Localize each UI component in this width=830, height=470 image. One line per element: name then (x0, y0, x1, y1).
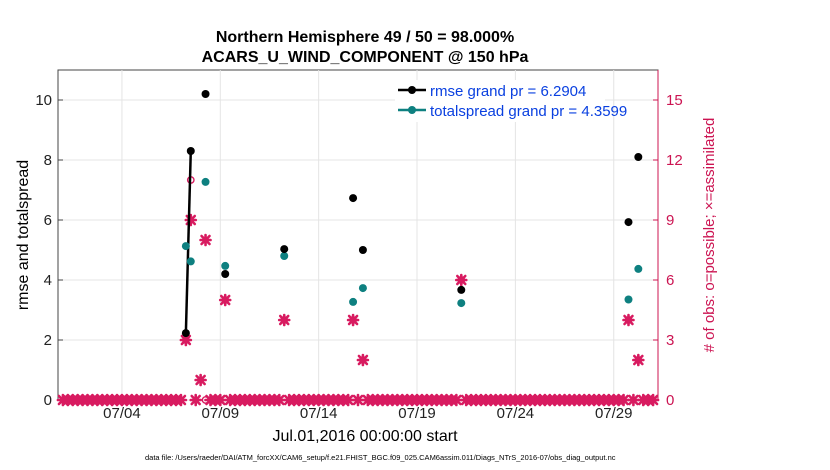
rmse-point (186, 147, 195, 155)
spread-point (181, 242, 190, 251)
obs-possible-mark (221, 296, 230, 304)
obs-assimilated-mark (622, 313, 635, 327)
rmse-point (624, 218, 633, 227)
x-axis-label: Jul.01,2016 00:00:00 start (272, 428, 458, 445)
y-axis-right-ticks: 0 3 6 9 12 15 (653, 70, 683, 409)
rmse-point (457, 285, 466, 294)
legend-spread-label: totalspread grand pr = 4.3599 (430, 103, 627, 120)
obs-assimilated-zero-mark (617, 393, 630, 407)
legend-rmse-label: rmse grand pr = 6.2904 (430, 83, 586, 100)
x-tick-label: 07/19 (398, 405, 436, 422)
obs-assimilated-mark (179, 333, 193, 347)
chart-title: Northern Hemisphere 49 / 50 = 98.000% (216, 29, 514, 46)
y2-tick-label: 12 (666, 152, 683, 169)
obs-assimilated-zero-mark (273, 393, 286, 407)
obs-possible-mark (634, 356, 643, 364)
y-tick-label: 4 (44, 272, 52, 289)
spread-point (358, 284, 367, 293)
x-axis-ticks: 07/04 07/09 07/14 07/19 07/24 07/29 (103, 395, 633, 422)
rmse-point (221, 270, 230, 278)
y-tick-label: 6 (44, 212, 52, 229)
obs-possible-mark (201, 396, 210, 404)
rmse-point (201, 90, 210, 98)
y-axis-label: rmse and totalspread (15, 160, 32, 310)
obs-assimilated-mark (199, 233, 212, 247)
obs-assimilated-zero-mark (213, 393, 227, 407)
y2-tick-label: 3 (666, 332, 674, 349)
spread-point (624, 295, 633, 304)
obs-assimilated-mark (218, 293, 232, 307)
y-tick-label: 2 (44, 332, 52, 349)
y2-tick-label: 6 (666, 272, 674, 289)
obs-assimilated-mark (277, 313, 291, 327)
spread-point (349, 297, 358, 306)
obs-assimilated-mark (356, 353, 370, 367)
y-tick-label: 0 (44, 392, 52, 409)
obs-possible-mark (359, 356, 367, 364)
obs-assimilated-mark (346, 313, 360, 327)
obs-possible-mark (457, 276, 466, 284)
spread-point (280, 252, 289, 260)
y2-axis-label: # of obs: o=possible; ×=assimilated (701, 118, 718, 353)
obs-assimilated-mark (184, 213, 198, 227)
legend: rmse grand pr = 6.2904 totalspread grand… (395, 80, 627, 122)
obs-assimilated-zero-mark (627, 393, 640, 407)
y2-tick-label: 9 (666, 212, 674, 229)
obs-assimilated-mark (454, 273, 468, 287)
chart-subtitle: ACARS_U_WIND_COMPONENT @ 150 hPa (202, 49, 529, 66)
obs-assimilated-zero-mark (341, 393, 355, 407)
x-tick-label: 07/29 (595, 405, 633, 422)
x-tick-label: 07/04 (103, 405, 141, 422)
plot-area (57, 69, 659, 401)
y-tick-label: 10 (35, 92, 52, 109)
x-tick-label: 07/24 (497, 405, 535, 422)
spread-point (186, 257, 195, 266)
obs-possible-mark (280, 316, 289, 324)
y-axis-left-ticks: 0 2 4 6 8 10 (35, 92, 63, 409)
x-tick-label: 07/09 (202, 405, 240, 422)
obs-assimilated-mark (194, 373, 207, 387)
obs-assimilated-zero-mark (450, 393, 463, 407)
legend-rmse-marker (408, 86, 416, 94)
obs-assimilated-zero-mark (646, 393, 660, 407)
rmse-point (349, 194, 358, 203)
obs-possible-mark (624, 316, 633, 324)
y-tick-label: 8 (44, 152, 52, 169)
rmse-point (358, 246, 367, 254)
data-file-footer: data file: /Users/raeder/DAI/ATM_forcXX/… (145, 453, 616, 462)
y2-tick-label: 15 (666, 92, 683, 109)
spread-point (457, 299, 466, 308)
rmse-line (184, 150, 193, 334)
data-marks (56, 90, 660, 407)
spread-point (221, 261, 230, 270)
obs-assimilated-mark (632, 353, 645, 367)
obs-assimilated-zero-mark (174, 393, 188, 407)
legend-spread-marker (408, 106, 416, 114)
rmse-point (181, 329, 190, 338)
x-tick-label: 07/14 (300, 405, 338, 422)
spread-point (634, 264, 643, 273)
rmse-point (634, 153, 643, 161)
rmse-point (280, 245, 289, 254)
obs-assimilated-zero-mark (189, 393, 203, 407)
spread-point (201, 177, 210, 186)
obs-possible-mark (349, 316, 357, 324)
obs-assimilated-zero-mark (351, 393, 365, 407)
y2-tick-label: 0 (666, 392, 674, 409)
